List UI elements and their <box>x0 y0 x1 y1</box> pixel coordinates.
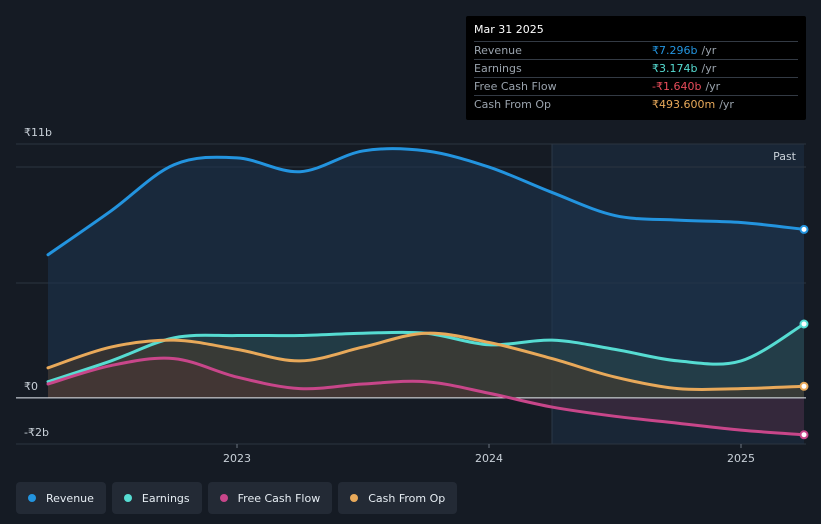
series-line-revenue <box>46 147 806 257</box>
series-endpoint-revenue <box>799 224 809 234</box>
x-tick-label: 2024 <box>475 452 503 465</box>
tooltip-label: Free Cash Flow <box>474 80 557 93</box>
legend-item-cash-from-op[interactable]: Cash From Op <box>338 482 458 514</box>
y-tick-label: -₹2b <box>24 426 49 439</box>
legend-label: Earnings <box>141 491 190 505</box>
legend-dot-icon <box>350 494 359 502</box>
legend-dot-icon <box>219 494 228 502</box>
legend-item-earnings[interactable]: Earnings <box>111 482 202 514</box>
legend-label: Free Cash Flow <box>237 491 321 505</box>
tooltip-unit: /yr <box>705 80 721 93</box>
y-tick-label: ₹0 <box>24 380 38 393</box>
tooltip-value: ₹493.600m <box>652 98 716 111</box>
legend: Revenue Earnings Free Cash Flow Cash Fro… <box>16 482 458 514</box>
tooltip-label: Cash From Op <box>474 98 552 111</box>
legend-item-free-cash-flow[interactable]: Free Cash Flow <box>207 482 333 514</box>
series-endpoint-cash-from-op <box>799 381 809 391</box>
legend-item-revenue[interactable]: Revenue <box>16 482 106 514</box>
tooltip-label: Earnings <box>474 62 522 75</box>
legend-label: Cash From Op <box>368 491 446 505</box>
series-endpoint-free-cash-flow <box>799 430 809 440</box>
tooltip-unit: /yr <box>719 98 734 111</box>
tooltip-row-revenue: Revenue ₹7.296b /yr <box>474 42 798 60</box>
tooltip-panel: Mar 31 2025 Revenue ₹7.296b /yr Earnings… <box>466 16 806 120</box>
tooltip-value: ₹7.296b <box>652 44 698 57</box>
series-line-cash-from-op <box>46 331 806 392</box>
series-area-cash-from-op <box>48 333 804 398</box>
past-label: Past <box>773 150 797 163</box>
series-line-free-cash-flow <box>46 356 806 437</box>
tooltip-value: -₹1.640b <box>652 80 702 93</box>
tooltip-value: ₹3.174b <box>652 62 698 75</box>
tooltip-row-earnings: Earnings ₹3.174b /yr <box>474 60 798 78</box>
tooltip-row-free-cash-flow: Free Cash Flow -₹1.640b /yr <box>474 78 798 96</box>
x-tick-label: 2025 <box>727 452 755 465</box>
tooltip-row-cash-from-op: Cash From Op ₹493.600m /yr <box>474 96 798 113</box>
series-endpoint-earnings <box>799 319 809 329</box>
tooltip-date: Mar 31 2025 <box>474 23 798 42</box>
legend-dot-icon <box>28 494 36 502</box>
y-tick-label: ₹11b <box>24 126 52 139</box>
legend-label: Revenue <box>46 491 94 505</box>
x-tick-label: 2023 <box>223 452 251 465</box>
tooltip-unit: /yr <box>701 62 717 75</box>
legend-dot-icon <box>123 494 132 502</box>
chart-svg: Past ₹11b ₹0 -₹2b 2023 2024 2025 <box>16 126 809 465</box>
tooltip-label: Revenue <box>474 44 522 57</box>
tooltip-unit: /yr <box>701 44 717 57</box>
